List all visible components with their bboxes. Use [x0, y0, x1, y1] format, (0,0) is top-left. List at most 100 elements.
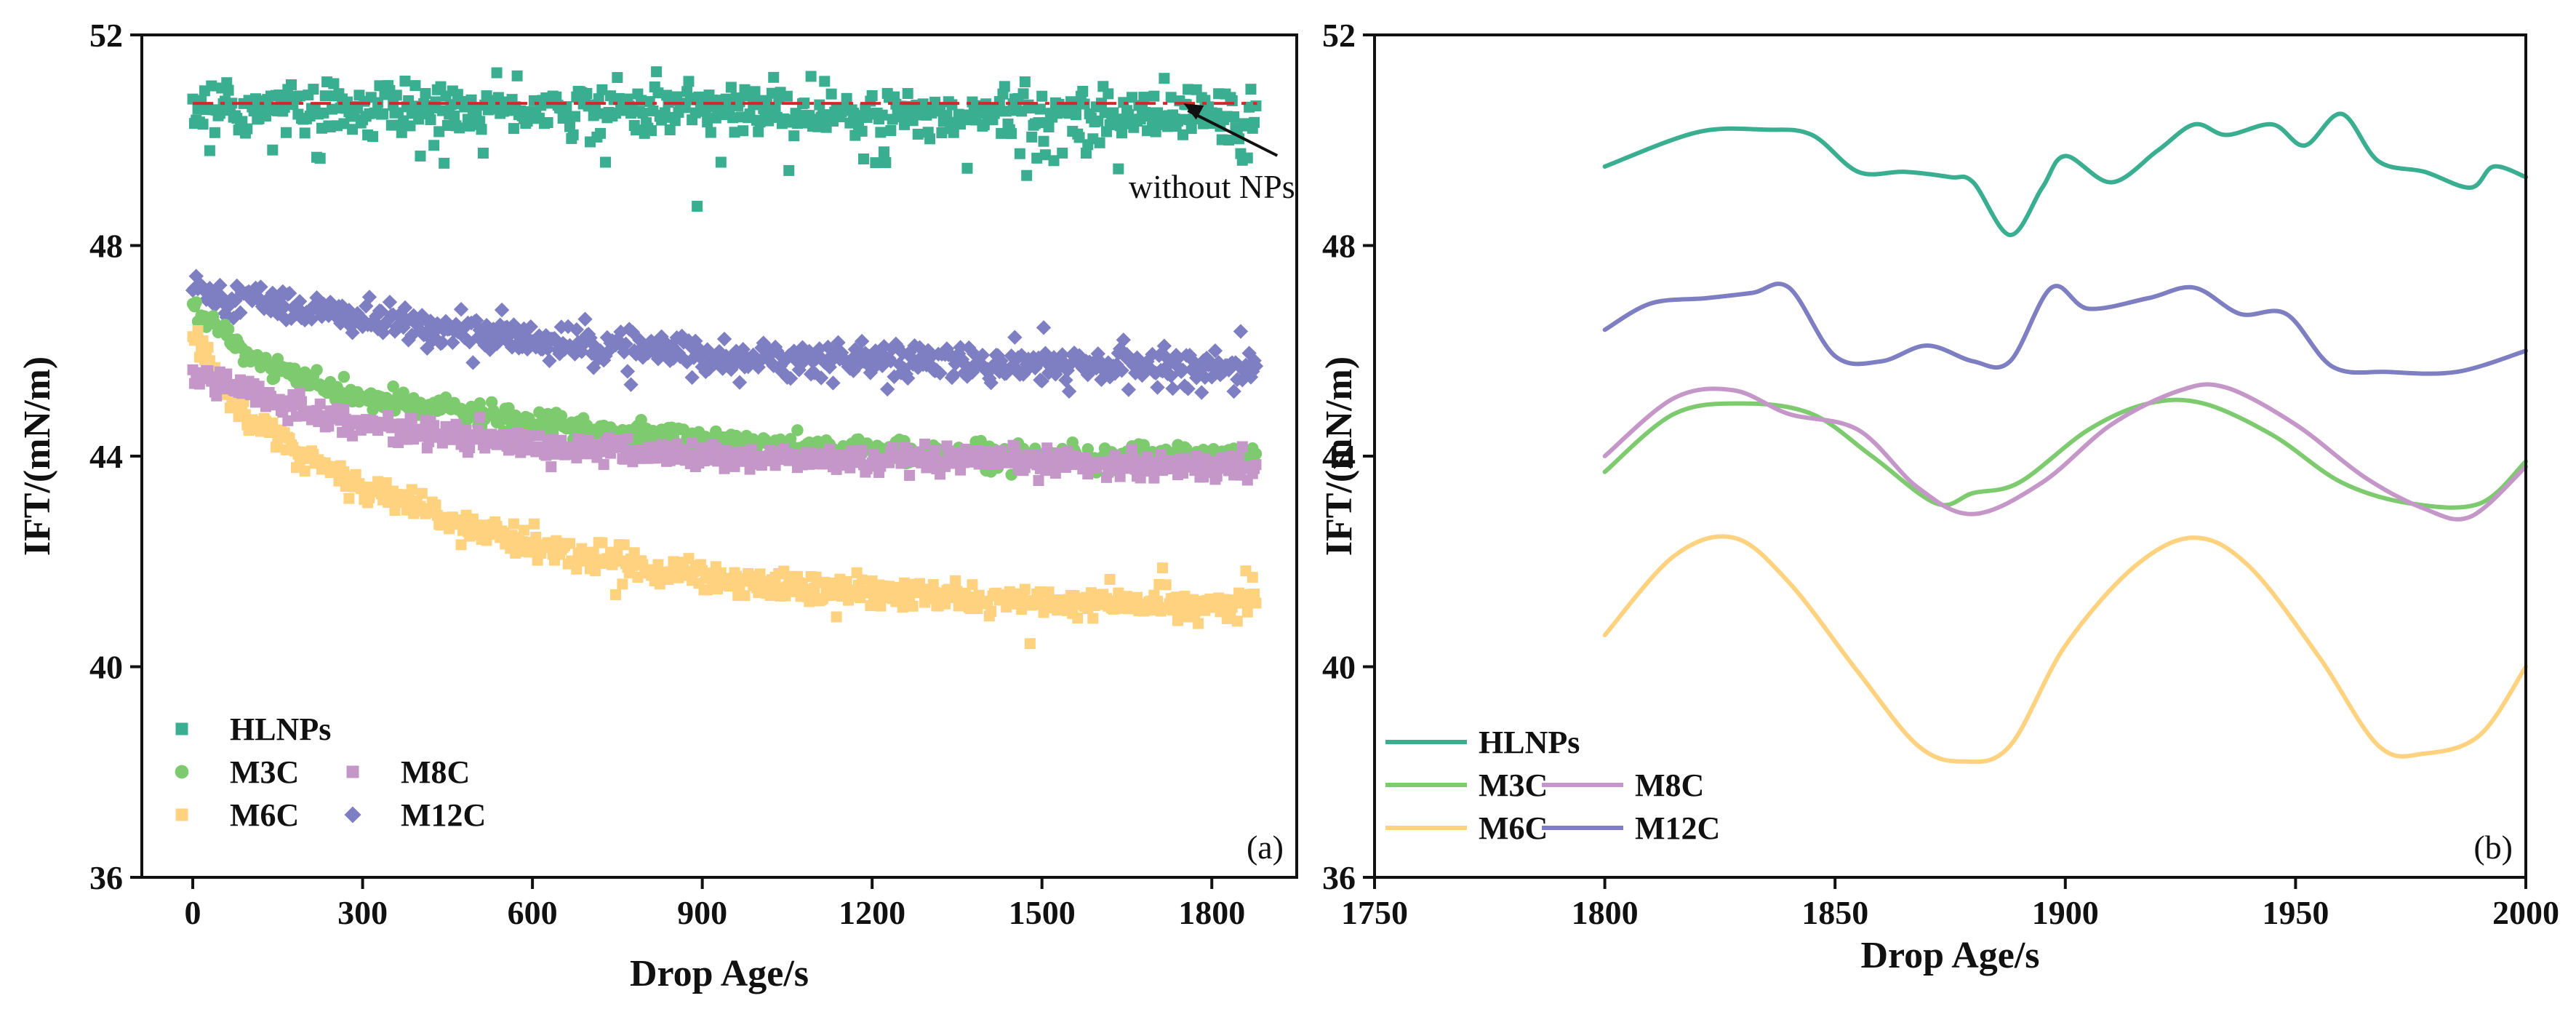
data-point-m12c [859, 356, 875, 372]
data-point-m12c [472, 322, 487, 338]
panel-b-marks [1602, 111, 2528, 765]
data-point-m12c [954, 351, 970, 367]
data-point-m12c [713, 355, 729, 370]
series-hlnps [187, 66, 1262, 212]
data-point-hlnps [1249, 116, 1260, 128]
data-point-hlnps [799, 97, 810, 109]
data-point-hlnps [391, 89, 402, 101]
data-point-hlnps [1057, 147, 1068, 159]
data-point-m6c [754, 568, 766, 580]
data-point-hlnps [600, 156, 612, 168]
data-point-m8c [1103, 466, 1114, 478]
legend-item-m8c: M8C [346, 754, 470, 790]
y-tick-label: 44 [1322, 438, 1356, 475]
legend-item-m3c: M3C [1385, 767, 1548, 803]
data-point-m8c [533, 430, 545, 442]
data-point-m6c [739, 590, 751, 602]
data-point-m12c [683, 338, 698, 354]
data-point-hlnps [491, 67, 503, 79]
data-point-m8c [1049, 468, 1061, 479]
data-point-m3c [222, 323, 235, 335]
data-point-hlnps [1039, 149, 1051, 161]
data-point-hlnps [646, 125, 657, 137]
data-point-hlnps [1033, 117, 1044, 129]
data-point-m8c [1126, 444, 1137, 455]
data-point-hlnps [1241, 152, 1253, 164]
data-point-m12c [233, 305, 248, 320]
data-point-m6c [771, 582, 783, 594]
y-tick-label: 36 [1322, 859, 1356, 896]
data-point-m12c [468, 313, 484, 328]
data-point-m12c [508, 321, 523, 336]
data-point-m8c [583, 434, 594, 446]
legend-marker-m6c [175, 808, 188, 821]
data-point-hlnps [825, 88, 837, 100]
data-point-hlnps [209, 127, 220, 138]
data-point-m12c [873, 346, 889, 362]
data-point-m12c [476, 328, 491, 343]
y-tick-label: 40 [1322, 649, 1356, 686]
y-tick-label: 36 [89, 859, 123, 896]
data-point-hlnps [1148, 90, 1160, 102]
data-point-m12c [740, 359, 756, 375]
data-point-hlnps [409, 80, 421, 92]
data-point-hlnps [319, 90, 331, 102]
data-point-m12c [1007, 330, 1023, 345]
data-point-hlnps [961, 162, 973, 174]
legend-marker-m3c [175, 765, 189, 779]
data-point-m8c [571, 452, 583, 463]
data-point-hlnps [727, 112, 739, 124]
data-point-m12c [734, 354, 749, 370]
data-point-m12c [866, 360, 881, 375]
data-point-hlnps [683, 76, 695, 87]
data-point-m8c [1233, 451, 1245, 463]
data-point-hlnps [702, 116, 713, 128]
data-point-hlnps [1185, 123, 1197, 135]
data-point-hlnps [567, 129, 579, 140]
data-point-m12c [879, 381, 895, 397]
data-point-hlnps [404, 120, 416, 132]
data-point-hlnps [737, 125, 749, 137]
data-point-m12c [1114, 363, 1129, 378]
data-point-m12c [1094, 372, 1109, 388]
data-point-m8c [622, 433, 633, 444]
data-point-hlnps [347, 124, 359, 135]
data-point-hlnps [428, 140, 440, 151]
data-point-hlnps [542, 116, 553, 128]
data-point-hlnps [551, 91, 562, 103]
data-point-m6c [683, 553, 695, 565]
data-point-m6c [610, 589, 622, 600]
data-point-m12c [903, 350, 919, 365]
data-point-m12c [1034, 373, 1049, 389]
data-point-m8c [1236, 441, 1248, 452]
data-point-m12c [943, 347, 958, 362]
data-point-hlnps [226, 97, 238, 109]
x-tick-label: 1200 [839, 894, 905, 931]
data-point-m6c [508, 518, 519, 530]
data-point-hlnps [1094, 137, 1105, 148]
data-point-m8c [277, 407, 289, 418]
legend-item-m6c: M6C [1385, 810, 1548, 846]
data-point-hlnps [1073, 132, 1085, 143]
panel-a-scatter-chart: 0 300 600 900 1200 1500 1800 36 40 44 48 52 without… [17, 17, 1298, 994]
y-tick-label: 48 [1322, 228, 1356, 265]
data-point-m6c [1247, 572, 1258, 583]
data-point-hlnps [593, 93, 604, 105]
data-point-hlnps [805, 71, 817, 82]
data-point-hlnps [637, 108, 649, 119]
y-tick-label: 52 [89, 17, 123, 54]
series-m12c [185, 268, 1264, 400]
legend-marker-m8c [346, 765, 359, 778]
data-point-m12c [406, 308, 421, 323]
data-point-m8c [282, 415, 294, 426]
data-point-m8c [253, 380, 265, 392]
legend-label-m3c: M3C [230, 754, 299, 790]
data-point-hlnps [241, 123, 253, 135]
data-point-hlnps [294, 90, 305, 102]
data-point-m12c [783, 370, 799, 386]
data-point-m12c [1248, 359, 1264, 374]
data-point-m6c [1241, 606, 1253, 618]
data-point-m12c [1129, 350, 1145, 365]
data-point-m6c [804, 596, 815, 607]
